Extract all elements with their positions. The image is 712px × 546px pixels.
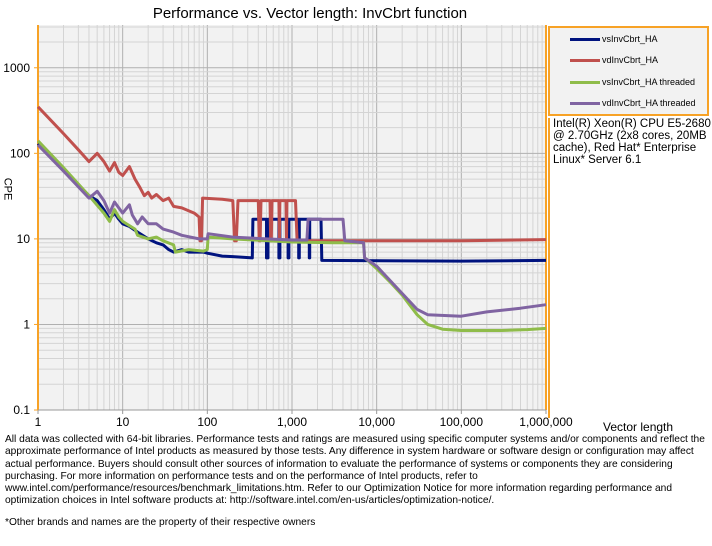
legend-swatch — [570, 58, 600, 62]
system-info: Intel(R) Xeon(R) CPU E5-2680 @ 2.70GHz (… — [548, 118, 712, 418]
legend-item: vsInvCbrt_HA threaded — [570, 77, 695, 87]
trademark-note: *Other brands and names are the property… — [5, 517, 316, 528]
legend-swatch — [570, 101, 600, 105]
legend-item: vdInvCbrt_HA — [570, 55, 658, 65]
legend-label: vsInvCbrt_HA — [602, 34, 658, 44]
y-tick-label: 10 — [17, 232, 31, 246]
series-line-3 — [36, 143, 547, 318]
x-tick-label: 10 — [116, 415, 130, 429]
x-tick-label: 10,000 — [358, 415, 395, 429]
y-tick-label: 1000 — [3, 61, 30, 75]
x-tick-label: 1,000,000 — [519, 415, 573, 429]
legend-label: vdInvCbrt_HA threaded — [602, 98, 696, 108]
chart-title: Performance vs. Vector length: InvCbrt f… — [152, 5, 468, 22]
y-tick-label: 1 — [23, 317, 30, 331]
legend-item: vsInvCbrt_HA — [570, 34, 658, 44]
x-tick-label: 1 — [35, 415, 42, 429]
y-axis-label: CPE — [1, 177, 14, 201]
legend-swatch — [570, 37, 600, 41]
legend-swatch — [570, 80, 600, 84]
disclaimer-text: All data was collected with 64-bit libra… — [5, 434, 705, 507]
x-tick-label: 1,000 — [277, 415, 307, 429]
x-axis-label: Vector length — [603, 420, 674, 434]
y-tick-label: 100 — [10, 146, 30, 160]
legend: vsInvCbrt_HA vdInvCbrt_HA vsInvCbrt_HA t… — [548, 26, 709, 116]
legend-item: vdInvCbrt_HA threaded — [570, 98, 696, 108]
x-tick-label: 100,000 — [440, 415, 484, 429]
x-tick-label: 100 — [197, 415, 217, 429]
legend-label: vsInvCbrt_HA threaded — [602, 77, 696, 87]
y-tick-label: 0.1 — [13, 403, 30, 417]
series-line-2 — [36, 139, 547, 332]
legend-label: vdInvCbrt_HA — [602, 55, 659, 65]
